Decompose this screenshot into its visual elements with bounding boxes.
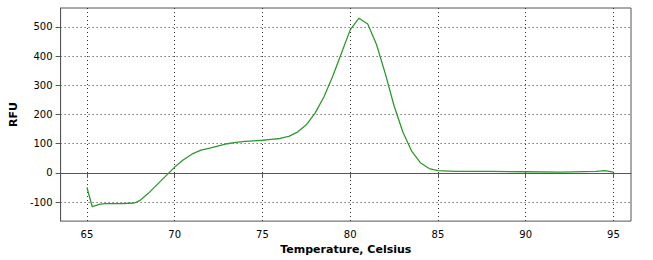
svg-text:500: 500 <box>34 21 53 32</box>
svg-text:70: 70 <box>168 229 181 240</box>
svg-text:RFU: RFU <box>7 102 20 127</box>
svg-text:95: 95 <box>607 229 620 240</box>
svg-text:80: 80 <box>344 229 357 240</box>
svg-text:75: 75 <box>256 229 269 240</box>
svg-text:200: 200 <box>34 109 53 120</box>
svg-text:65: 65 <box>81 229 94 240</box>
svg-text:0: 0 <box>46 167 52 178</box>
svg-text:-100: -100 <box>30 197 53 208</box>
svg-text:300: 300 <box>34 80 53 91</box>
svg-text:100: 100 <box>34 138 53 149</box>
svg-text:400: 400 <box>34 51 53 62</box>
svg-text:90: 90 <box>519 229 532 240</box>
svg-text:85: 85 <box>432 229 445 240</box>
svg-text:Temperature, Celsius: Temperature, Celsius <box>280 243 412 256</box>
